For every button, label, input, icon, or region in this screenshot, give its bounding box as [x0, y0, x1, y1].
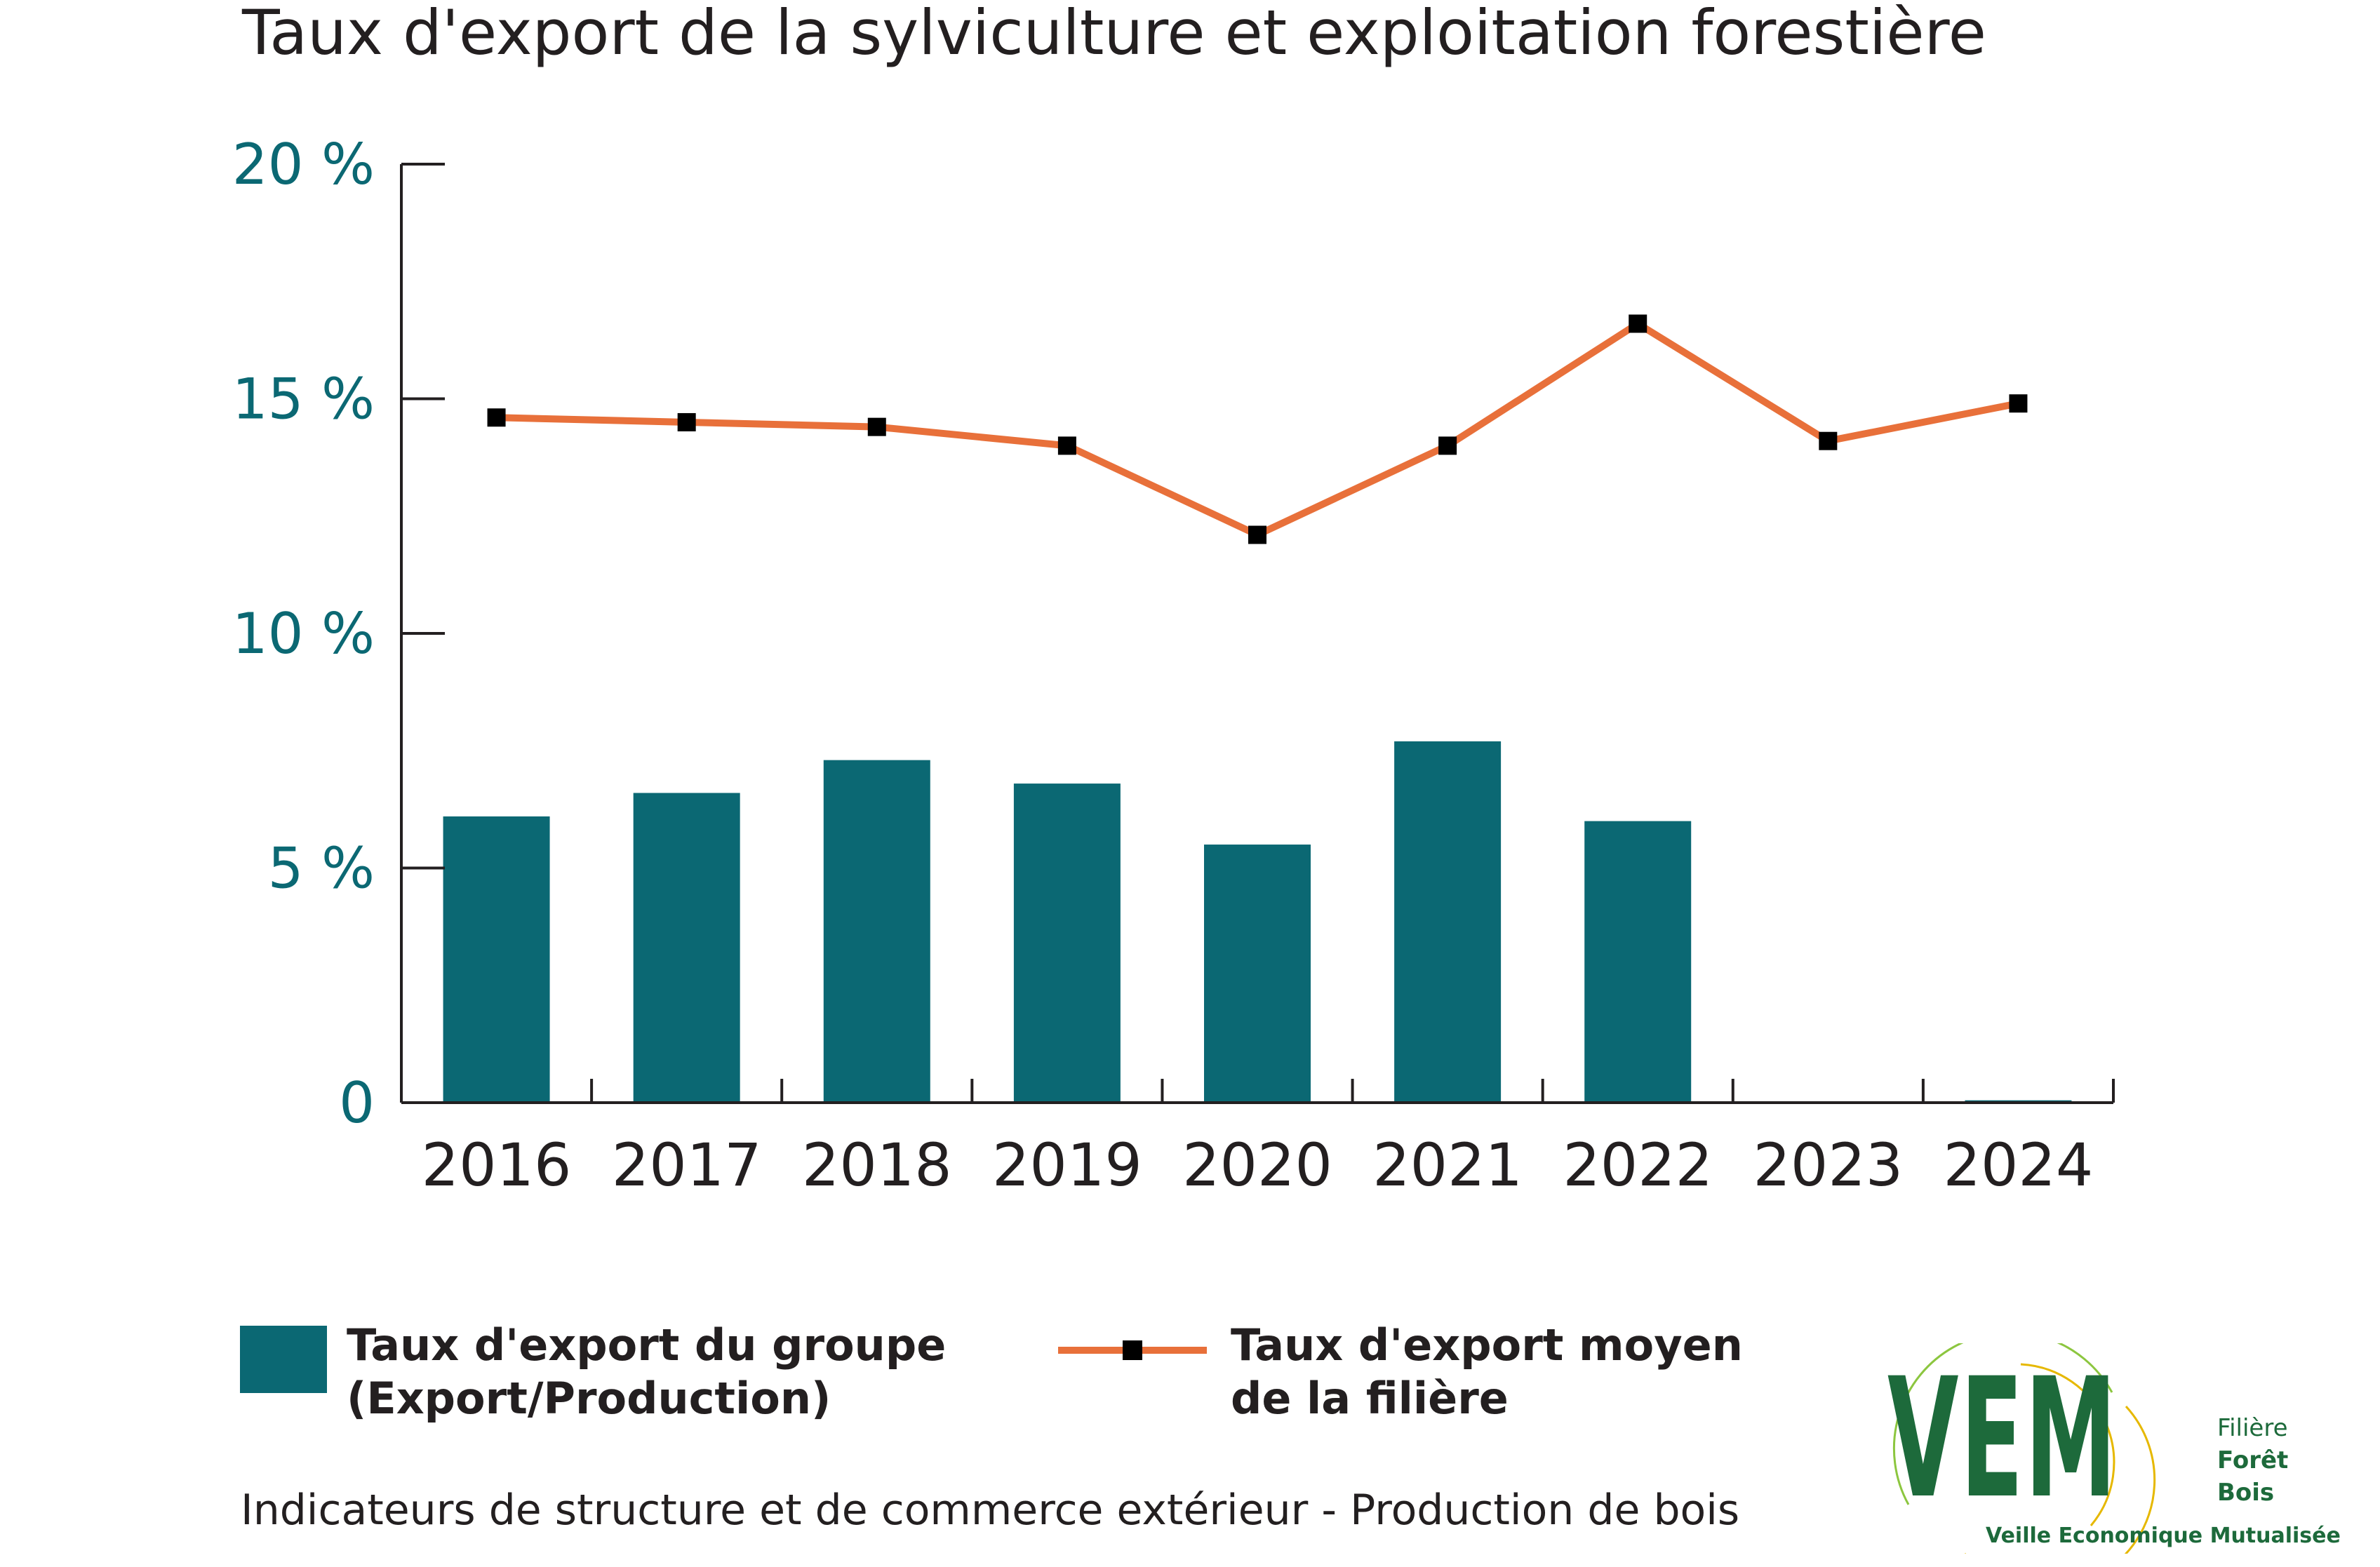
line-point-2017: [677, 412, 696, 431]
chart: 0 5 % 10 % 15 % 20 % 2016 2017 2018 2019 2020 202…: [232, 132, 2115, 1199]
y-ticks-group: 0 5 % 10 % 15 % 20 %: [232, 132, 375, 1136]
x-tick-label: 2020: [1182, 1131, 1332, 1199]
line-group: [487, 314, 2028, 544]
x-tick-label: 2016: [422, 1131, 572, 1199]
footer-source: Indicateurs de structure et de commerce …: [241, 1486, 1740, 1535]
axes-group: [400, 163, 2115, 1104]
logo-side-text: Filière Forêt Bois: [2217, 1412, 2288, 1509]
x-tick-label: 2023: [1753, 1131, 1903, 1199]
logo-side-line1: Filière: [2217, 1414, 2288, 1442]
bar-2018: [823, 760, 930, 1103]
x-ticks-group: 2016 2017 2018 2019 2020 2021 2022 2023 2024: [422, 1131, 2094, 1199]
legend-swatch-line: [1058, 1319, 1207, 1386]
legend-item-bar: Taux d'export du groupe (Export/Producti…: [240, 1319, 946, 1425]
y-tick-label: 5 %: [268, 836, 375, 901]
logo-subtitle: Veille Economique Mutualisée: [1986, 1524, 2341, 1548]
x-tick-label: 2019: [992, 1131, 1142, 1199]
y-tick-label: 20 %: [232, 132, 375, 197]
logo-arc-icon: [1892, 1343, 2156, 1554]
logo-side-line3: Bois: [2217, 1479, 2275, 1507]
x-tick-label: 2021: [1372, 1131, 1523, 1199]
logo-side-line2: Forêt: [2217, 1446, 2289, 1474]
bar-2019: [1013, 784, 1121, 1103]
vem-logo: VEM Filière Forêt Bois Veille Economique…: [1880, 1343, 2341, 1554]
line-point-2024: [2009, 394, 2028, 413]
x-tick-label: 2022: [1563, 1131, 1713, 1199]
y-tick-label: 0: [339, 1070, 375, 1136]
x-tick-label: 2017: [612, 1131, 762, 1199]
bars-group: [443, 741, 2072, 1103]
line-point-2016: [487, 408, 506, 427]
logo-letters: VEM: [1887, 1343, 2118, 1535]
line-point-2022: [1629, 314, 1647, 333]
legend-swatch-bar: [240, 1326, 327, 1393]
x-tick-label: 2018: [802, 1131, 952, 1199]
bar-2016: [443, 816, 550, 1103]
line-point-2018: [867, 417, 886, 436]
y-tick-label: 15 %: [232, 367, 375, 432]
bar-2021: [1394, 741, 1502, 1103]
legend-label-line: Taux d'export moyen de la filière: [1231, 1319, 1743, 1424]
x-tick-label: 2024: [1944, 1131, 2094, 1199]
chart-title: Taux d'export de la sylviculture et expl…: [242, 0, 1986, 69]
line-point-2023: [1819, 431, 1838, 450]
line-point-2019: [1057, 436, 1076, 455]
bar-2022: [1584, 821, 1692, 1103]
legend-item-line: Taux d'export moyen de la filière: [1058, 1319, 1743, 1425]
bar-2020: [1204, 845, 1311, 1103]
legend-label-bar: Taux d'export du groupe (Export/Producti…: [347, 1319, 947, 1424]
bar-2017: [633, 793, 740, 1103]
line-point-2021: [1438, 436, 1457, 455]
y-tick-label: 10 %: [232, 601, 375, 666]
line-series: [496, 320, 2019, 539]
line-point-2020: [1248, 525, 1266, 544]
